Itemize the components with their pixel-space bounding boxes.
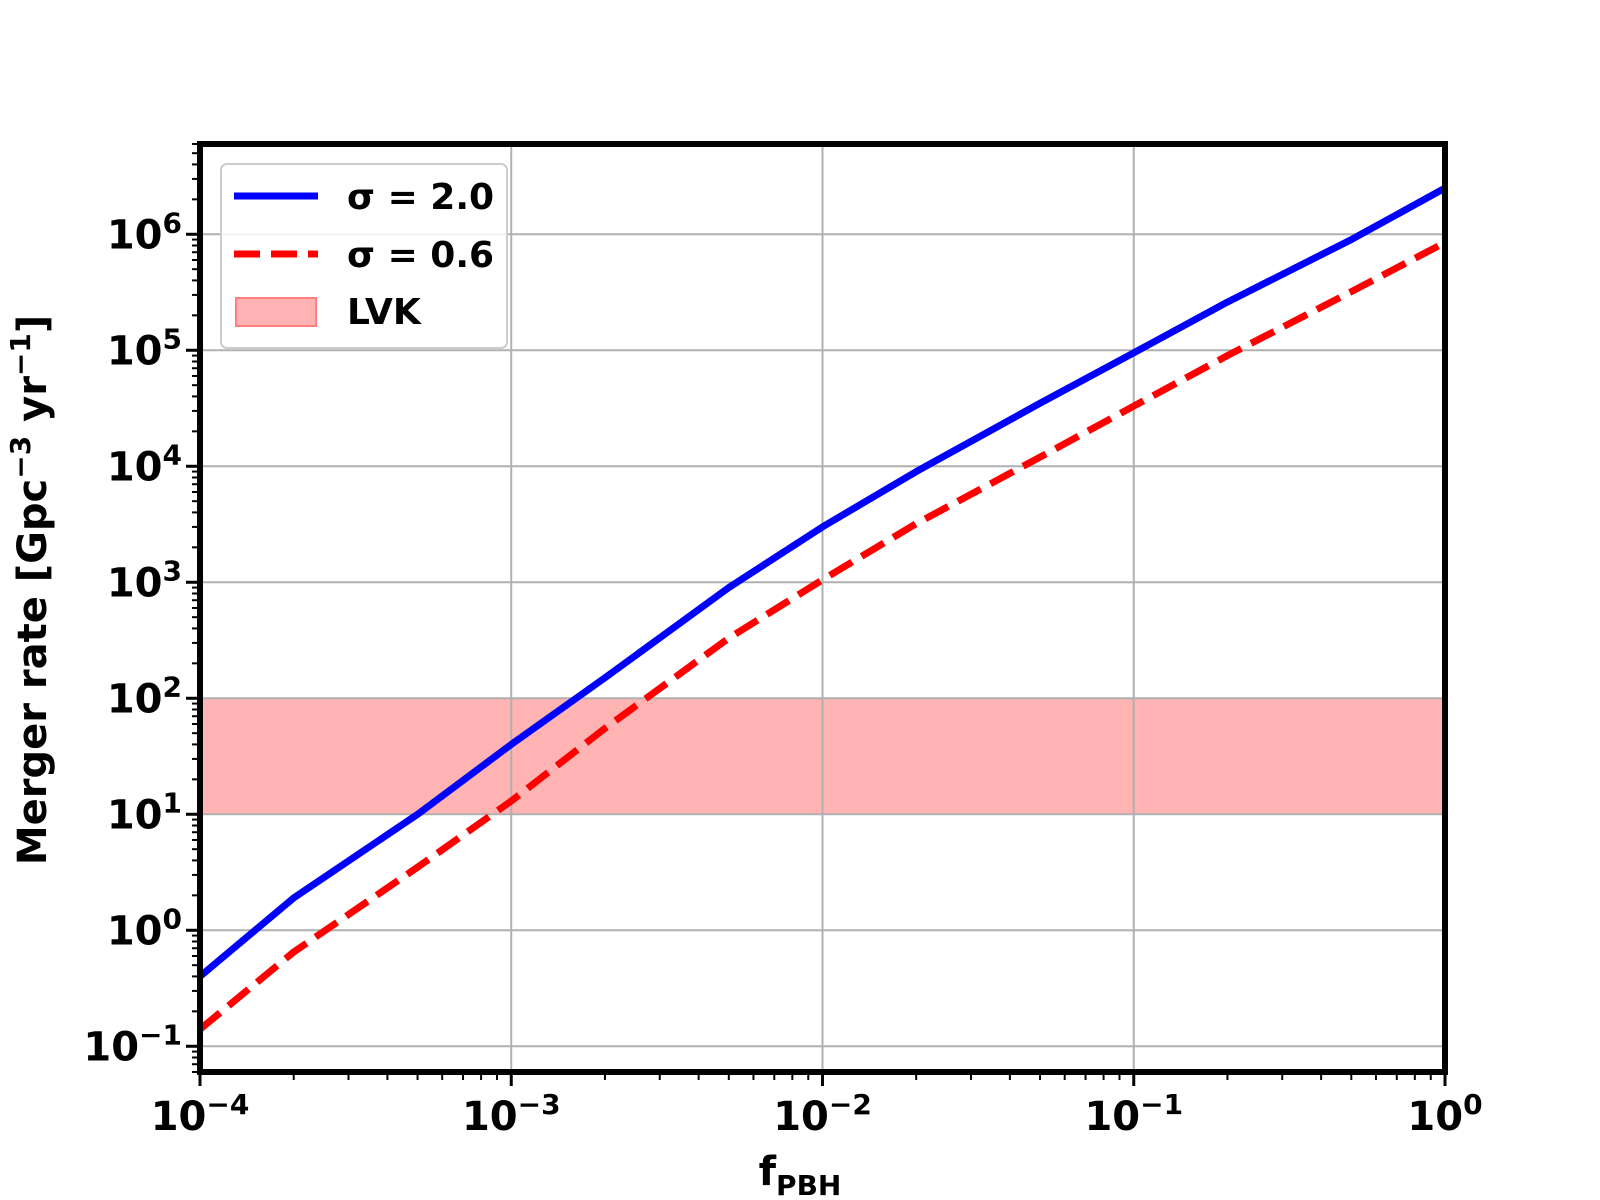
grid-layer — [199, 144, 1446, 1072]
x-tick-label-0: 10−4 — [151, 1088, 250, 1140]
tick-layer — [186, 143, 1447, 1086]
legend: σ = 2.0 σ = 0.6 LVK — [220, 163, 508, 349]
series-line-0 — [197, 185, 1447, 980]
legend-label-lvk: LVK — [347, 292, 422, 333]
legend-label-sigma-2: σ = 2.0 — [347, 177, 494, 218]
x-tick-label-2: 10−2 — [773, 1088, 872, 1140]
y-tick-label-4: 103 — [107, 554, 182, 606]
y-tick-label-2: 101 — [107, 786, 182, 838]
tick-label-layer: 10−4 10−3 10−2 10−1 100 10−1 100 101 102 103 104 10… — [83, 206, 1482, 1140]
legend-swatch-lvk — [235, 297, 317, 327]
y-tick-label-7: 106 — [107, 206, 182, 258]
x-tick-label-3: 10−1 — [1084, 1088, 1183, 1140]
y-tick-label-5: 104 — [107, 438, 182, 490]
legend-label-sigma-06: σ = 0.6 — [347, 235, 494, 276]
series-line-1 — [197, 239, 1447, 1032]
y-tick-label-6: 105 — [107, 322, 182, 374]
x-axis-label: fPBH — [759, 1149, 842, 1200]
y-axis-label: Merger rate [Gpc−3 yr−1] — [4, 315, 56, 865]
series-layer — [197, 185, 1447, 1032]
y-tick-label-3: 102 — [107, 670, 182, 722]
y-tick-label-0: 10−1 — [83, 1018, 182, 1070]
y-tick-label-1: 100 — [107, 902, 182, 954]
x-tick-label-4: 100 — [1407, 1088, 1482, 1140]
x-tick-label-1: 10−3 — [462, 1088, 561, 1140]
